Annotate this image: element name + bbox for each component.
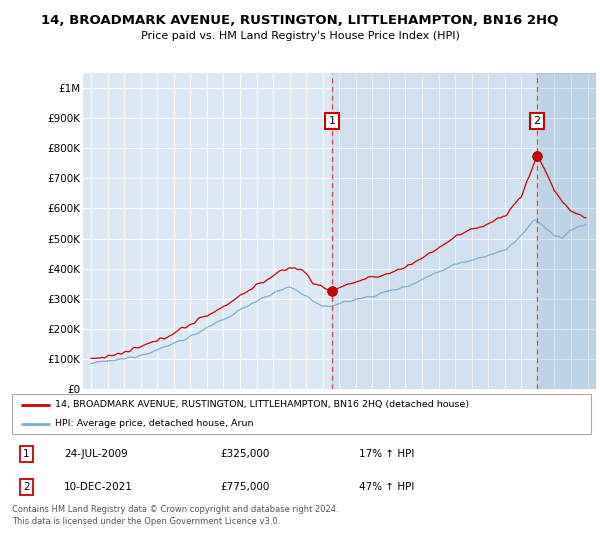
Text: 2: 2 xyxy=(23,482,30,492)
Text: 14, BROADMARK AVENUE, RUSTINGTON, LITTLEHAMPTON, BN16 2HQ (detached house): 14, BROADMARK AVENUE, RUSTINGTON, LITTLE… xyxy=(55,400,470,409)
Bar xyxy=(332,73,596,389)
Text: 17% ↑ HPI: 17% ↑ HPI xyxy=(359,449,415,459)
Text: £775,000: £775,000 xyxy=(220,482,270,492)
Text: Price paid vs. HM Land Registry's House Price Index (HPI): Price paid vs. HM Land Registry's House … xyxy=(140,31,460,41)
Text: 14, BROADMARK AVENUE, RUSTINGTON, LITTLEHAMPTON, BN16 2HQ: 14, BROADMARK AVENUE, RUSTINGTON, LITTLE… xyxy=(41,14,559,27)
Text: 24-JUL-2009: 24-JUL-2009 xyxy=(64,449,128,459)
Text: 2: 2 xyxy=(533,116,541,126)
Text: 47% ↑ HPI: 47% ↑ HPI xyxy=(359,482,415,492)
Text: £325,000: £325,000 xyxy=(220,449,270,459)
Text: 10-DEC-2021: 10-DEC-2021 xyxy=(64,482,133,492)
Bar xyxy=(537,73,596,389)
Text: 1: 1 xyxy=(23,449,30,459)
Text: HPI: Average price, detached house, Arun: HPI: Average price, detached house, Arun xyxy=(55,419,254,428)
Text: Contains HM Land Registry data © Crown copyright and database right 2024.
This d: Contains HM Land Registry data © Crown c… xyxy=(12,505,338,526)
Text: 1: 1 xyxy=(329,116,335,126)
